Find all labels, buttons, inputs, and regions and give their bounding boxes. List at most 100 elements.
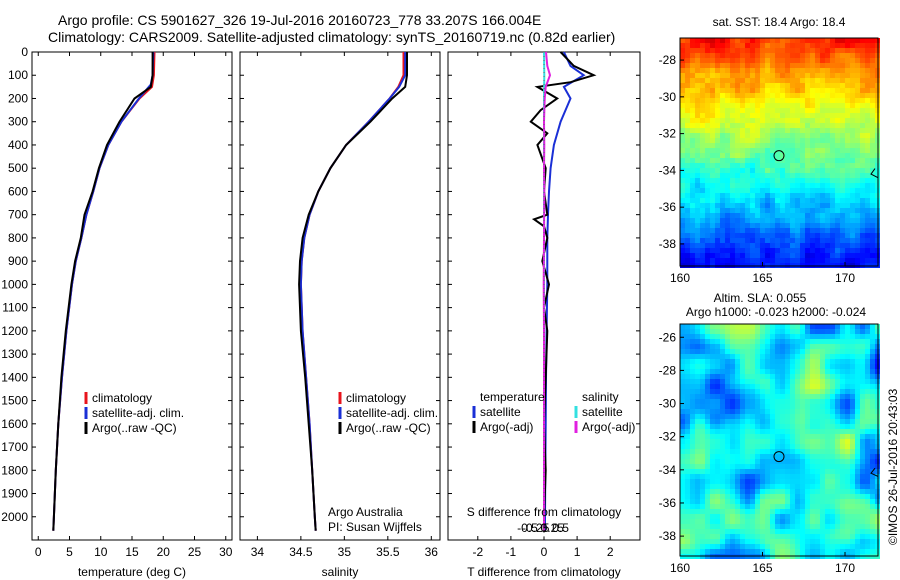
sla_map-xtick-label: 170 bbox=[835, 561, 855, 575]
s-diff-tick-label: -0.5 bbox=[517, 521, 538, 535]
sla_map-coastline bbox=[870, 467, 879, 477]
salinity-xtick-label: 34.5 bbox=[289, 545, 313, 559]
sla_map-frame bbox=[679, 323, 879, 557]
salinity-series-0 bbox=[299, 52, 405, 531]
difference-xtick-label: 1 bbox=[574, 545, 581, 559]
depth-tick-label: 1800 bbox=[1, 463, 28, 477]
depth-tick-label: 1100 bbox=[2, 301, 28, 315]
depth-tick-label: 1600 bbox=[1, 417, 28, 431]
sla_map-argo-marker bbox=[773, 451, 785, 463]
depth-tick-label: 1700 bbox=[1, 440, 28, 454]
temperature-frame bbox=[31, 51, 233, 541]
depth-tick-label: 600 bbox=[8, 184, 28, 198]
s-diff-tick-label: 0 bbox=[541, 521, 548, 535]
temperature-xtick-label: 30 bbox=[219, 545, 233, 559]
salinity-legend-label: climatology bbox=[346, 391, 406, 405]
sla_map-ytick-label: -32 bbox=[659, 430, 677, 444]
sla_map-ytick-label: -34 bbox=[659, 463, 677, 477]
temperature-xtick-label: 5 bbox=[66, 545, 73, 559]
t-legend-label: satellite bbox=[480, 405, 521, 419]
s-legend-label: Argo(-adj) bbox=[582, 420, 635, 434]
sst_map-coastline bbox=[870, 168, 879, 179]
depth-tick-label: 1300 bbox=[1, 347, 28, 361]
depth-tick-label: 1200 bbox=[1, 324, 28, 338]
depth-tick-label: 700 bbox=[8, 208, 28, 222]
sst_map-ytick-label: -30 bbox=[659, 90, 677, 104]
depth-tick-label: 1900 bbox=[1, 487, 28, 501]
sst_map-ytick-label: -34 bbox=[659, 163, 677, 177]
salinity-legend-label: satellite-adj. clim. bbox=[346, 406, 438, 420]
s-diff-tick-label: -0.25 bbox=[522, 521, 550, 535]
sla_map-ytick-label: -36 bbox=[659, 496, 677, 510]
t-legend-title: temperature bbox=[480, 390, 545, 404]
temperature-legend-label: satellite-adj. clim. bbox=[92, 406, 184, 420]
sst_map-ytick-label: -36 bbox=[659, 200, 677, 214]
sla_map-xtick-label: 160 bbox=[670, 561, 690, 575]
s-diff-xlabel: S difference from climatology bbox=[467, 505, 622, 519]
salinity-series-2 bbox=[298, 52, 408, 531]
title-line-1: Argo profile: CS 5901627_326 19-Jul-2016… bbox=[58, 12, 542, 28]
sst_map-image bbox=[680, 38, 880, 268]
depth-tick-label: 0 bbox=[21, 45, 28, 59]
depth-tick-label: 200 bbox=[8, 91, 28, 105]
depth-tick-label: 500 bbox=[8, 161, 28, 175]
temperature-xlabel: temperature (deg C) bbox=[78, 565, 186, 579]
salinity-xtick-label: 35.5 bbox=[376, 545, 400, 559]
temperature-xtick-label: 15 bbox=[125, 545, 139, 559]
temperature-xtick-label: 25 bbox=[188, 545, 202, 559]
sla-map-subtitle: Argo h1000: -0.023 h2000: -0.024 bbox=[686, 305, 866, 319]
sla_map-ytick-label: -26 bbox=[659, 330, 677, 344]
sst_map-ytick-label: -32 bbox=[659, 127, 677, 141]
salinity-xtick-label: 35 bbox=[338, 545, 352, 559]
difference-xtick-label: -1 bbox=[506, 545, 517, 559]
s-diff-tick-label: 0.25 bbox=[541, 521, 565, 535]
difference-xlabel: T difference from climatology bbox=[467, 565, 621, 579]
salinity-xtick-label: 36 bbox=[425, 545, 439, 559]
temperature-series-1 bbox=[52, 51, 155, 531]
sla_map-ytick-label: -38 bbox=[659, 529, 677, 543]
sst_map-frame bbox=[679, 37, 879, 267]
temperature-xtick-label: 20 bbox=[157, 545, 171, 559]
annotation-line-1: Argo Australia bbox=[328, 505, 403, 519]
depth-tick-label: 100 bbox=[8, 68, 28, 82]
difference-xtick-label: 0 bbox=[541, 545, 548, 559]
depth-tick-label: 1500 bbox=[1, 394, 28, 408]
title-line-2: Climatology: CARS2009. Satellite-adjuste… bbox=[48, 29, 616, 45]
sst-map-title: sat. SST: 18.4 Argo: 18.4 bbox=[713, 15, 846, 29]
temperature-legend-label: climatology bbox=[92, 391, 152, 405]
salinity-frame bbox=[239, 51, 441, 541]
depth-tick-label: 800 bbox=[8, 231, 28, 245]
difference-series-1 bbox=[529, 51, 597, 531]
temperature-xtick-label: 0 bbox=[35, 545, 42, 559]
temperature-series-2 bbox=[52, 52, 154, 531]
difference-series-0 bbox=[544, 51, 586, 531]
sla_map-ytick-label: -28 bbox=[659, 363, 677, 377]
sst_map-ytick-label: -28 bbox=[659, 53, 677, 67]
imos-timestamp: ©IMOS 26-Jul-2016 20:43:03 bbox=[886, 388, 900, 545]
sst_map-xtick-label: 165 bbox=[752, 271, 772, 285]
sst_map-xtick-label: 170 bbox=[835, 271, 855, 285]
salinity-legend-label: Argo(..raw -QC) bbox=[346, 421, 431, 435]
salinity-series-1 bbox=[299, 52, 407, 531]
depth-tick-label: 1000 bbox=[1, 277, 28, 291]
temperature-xtick-label: 10 bbox=[94, 545, 108, 559]
t-legend-label: Argo(-adj) bbox=[480, 420, 533, 434]
temperature-legend-label: Argo(..raw -QC) bbox=[92, 421, 177, 435]
depth-tick-label: 1400 bbox=[1, 370, 28, 384]
sla-map-title: Altim. SLA: 0.055 bbox=[714, 291, 807, 305]
temperature-series-0 bbox=[52, 51, 156, 531]
depth-tick-label: 2000 bbox=[1, 510, 28, 524]
depth-tick-label: 300 bbox=[8, 115, 28, 129]
sla_map-ytick-label: -30 bbox=[659, 397, 677, 411]
sla_map-image bbox=[680, 324, 880, 559]
annotation-line-2: PI: Susan Wijffels bbox=[328, 520, 422, 534]
s-diff-tick-label: 0.5 bbox=[552, 521, 569, 535]
difference-xtick-label: 2 bbox=[607, 545, 614, 559]
s-legend-label: satellite bbox=[582, 405, 623, 419]
depth-tick-label: 900 bbox=[8, 254, 28, 268]
sla_map-xtick-label: 165 bbox=[752, 561, 772, 575]
salinity-xlabel: salinity bbox=[322, 565, 359, 579]
sst_map-ytick-label: -38 bbox=[659, 237, 677, 251]
depth-tick-label: 400 bbox=[8, 138, 28, 152]
